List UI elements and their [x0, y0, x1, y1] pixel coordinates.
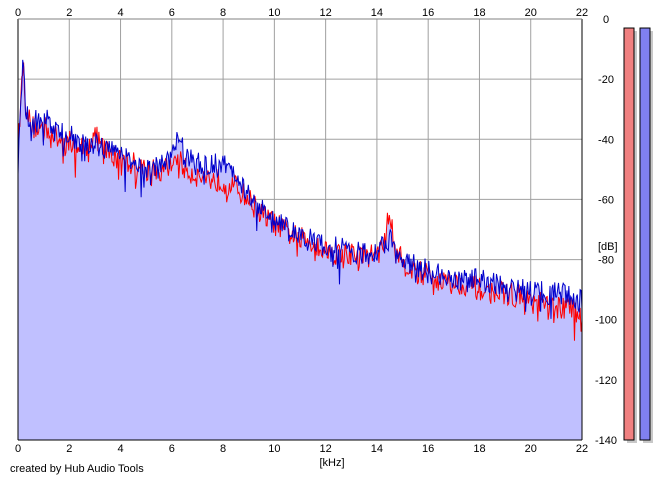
y-tick-label: -120: [595, 375, 617, 387]
x-tick-label-bottom: 10: [268, 443, 280, 455]
series-line-2: [17, 59, 583, 319]
axes: [17, 18, 583, 441]
x-tick-label-top: 12: [320, 7, 332, 19]
y-tick-label: -60: [598, 194, 614, 206]
x-tick-label-bottom: 18: [473, 443, 485, 455]
x-tick-label-bottom: 20: [525, 443, 537, 455]
x-tick-label-bottom: 12: [320, 443, 332, 455]
x-tick-label-top: 4: [117, 7, 123, 19]
y-tick-label: -20: [598, 74, 614, 86]
spectrum-fill-area: [18, 59, 582, 441]
x-axis-label: [kHz]: [319, 457, 344, 469]
x-tick-label-top: 14: [371, 7, 383, 19]
x-tick-label-bottom: 14: [371, 443, 383, 455]
x-tick-label-top: 20: [525, 7, 537, 19]
x-tick-label-bottom: 16: [422, 443, 434, 455]
y-tick-label: -40: [598, 134, 614, 146]
y-tick-label: 0: [603, 14, 609, 26]
series-line-1: [17, 62, 583, 341]
x-tick-label-bottom: 0: [15, 443, 21, 455]
spectrum-lines: [17, 59, 583, 341]
y-tick-label: -80: [598, 255, 614, 267]
x-tick-label-bottom: 4: [117, 443, 123, 455]
x-tick-label-top: 8: [220, 7, 226, 19]
x-tick-label-bottom: 8: [220, 443, 226, 455]
level-meters: [623, 27, 653, 444]
level-meter-left: [623, 27, 635, 441]
x-tick-label-bottom: 22: [576, 443, 588, 455]
y-tick-label: -100: [595, 315, 617, 327]
y-tick-labels: 0 -20 -40 -60 -80 -100 -120 -140: [595, 14, 617, 447]
y-axis-label: [dB]: [598, 241, 618, 253]
level-meter-right: [639, 27, 651, 441]
y-tick-label: -140: [595, 435, 617, 447]
x-tick-label-top: 22: [576, 7, 588, 19]
x-tick-label-bottom: 6: [169, 443, 175, 455]
x-tick-label-top: 2: [66, 7, 72, 19]
x-tick-label-top: 10: [268, 7, 280, 19]
x-tick-label-top: 16: [422, 7, 434, 19]
x-tick-label-bottom: 2: [66, 443, 72, 455]
x-tick-label-top: 6: [169, 7, 175, 19]
x-tick-label-top: 0: [15, 7, 21, 19]
x-tick-label-top: 18: [473, 7, 485, 19]
credit-text: created by Hub Audio Tools: [10, 463, 144, 475]
